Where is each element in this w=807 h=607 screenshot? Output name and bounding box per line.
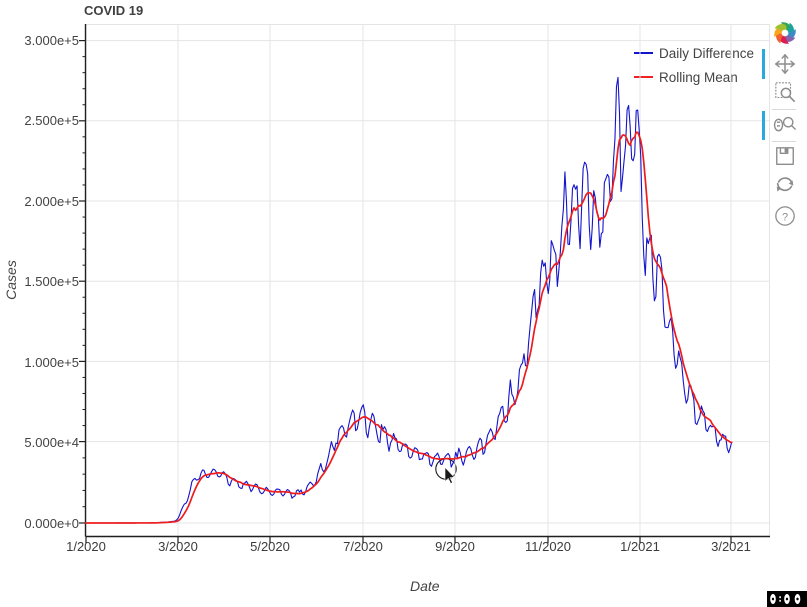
svg-text:?: ?: [782, 212, 788, 224]
